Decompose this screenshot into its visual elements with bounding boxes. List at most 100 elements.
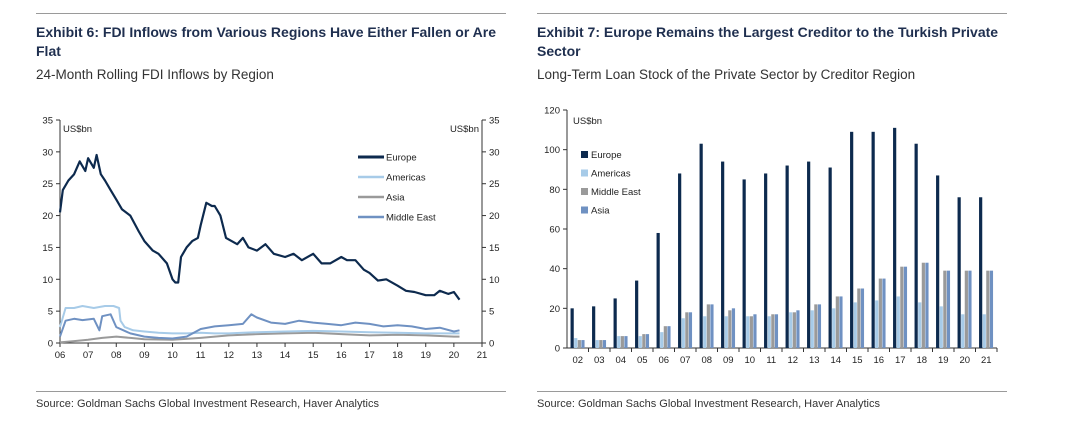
exhibit-6-subtitle: 24-Month Rolling FDI Inflows by Region [36,67,274,82]
bar-europe-19 [936,175,940,348]
bar-americas-12 [789,312,793,348]
legend-label: Europe [386,153,417,164]
bar-asia-15 [860,288,865,348]
x-tick-label: 21 [981,355,992,366]
legend-label: Asia [386,193,405,204]
legend-label: Middle East [591,187,641,198]
bar-europe-18 [914,143,918,348]
series-line-middle-east [59,313,460,340]
bar-americas-06 [660,332,664,348]
bar-europe-12 [785,165,789,348]
bar-europe-06 [656,232,660,348]
unit-label-right: US$bn [450,124,479,135]
x-tick-label: 04 [615,355,626,366]
x-tick-label: 20 [959,355,970,366]
bar-middle-east-12 [792,312,796,348]
bar-europe-02 [570,308,574,348]
bar-asia-12 [796,310,800,348]
unit-label-left: US$bn [63,124,92,135]
bar-middle-east-14 [835,296,839,348]
unit-label: US$bn [573,116,602,127]
bar-asia-04 [624,336,628,348]
y-tick-label-left: 10 [42,275,53,286]
bar-americas-15 [853,302,857,348]
legend-swatch [581,151,588,158]
bar-asia-10 [753,314,757,348]
x-tick-label: 16 [336,350,347,361]
bar-asia-21 [989,270,994,348]
bar-americas-08 [703,316,707,348]
bar-asia-13 [817,304,822,348]
legend-label: Asia [591,206,610,217]
loan-stock-bar-chart: 0 20 40 60 80 100 120 US$bn 02 03 04 05 06 07 08 09 10 11… [544,106,998,366]
exhibit-6-title: Exhibit 6: FDI Inflows from Various Regi… [36,24,497,59]
x-tick-label: 08 [111,350,122,361]
exhibit-6-panel: Exhibit 6: FDI Inflows from Various Regi… [36,0,506,424]
x-tick-label: 13 [252,350,263,361]
bar-asia-02 [581,340,585,348]
y-tick-label-left: 20 [42,211,53,222]
bar-americas-17 [896,296,900,348]
x-tick-label: 06 [55,350,66,361]
y-tick-label: 120 [544,106,560,117]
bar-asia-14 [839,296,843,348]
bottom-rule [36,391,506,392]
y-tick-label-left: 0 [48,339,53,350]
bar-asia-20 [968,270,972,348]
bar-europe-09 [721,161,725,348]
x-tick-label: 07 [680,355,691,366]
x-tick-label: 12 [787,355,798,366]
bar-europe-20 [957,197,961,348]
bar-asia-09 [731,308,736,348]
bar-europe-10 [742,179,746,348]
y-tick-label: 80 [549,185,560,196]
x-tick-label: 18 [916,355,927,366]
bar-americas-10 [746,316,750,348]
x-tick-label: 11 [766,355,776,366]
bar-asia-19 [946,270,951,348]
bar-asia-07 [688,312,693,348]
x-tick-label: 17 [895,355,906,366]
bar-middle-east-02 [577,340,581,348]
bar-asia-06 [667,326,671,348]
bar-americas-07 [681,318,685,348]
bar-europe-11 [764,173,768,348]
bar-americas-05 [638,336,642,348]
legend-label: Americas [386,173,426,184]
bar-europe-05 [635,280,639,348]
x-tick-label: 05 [637,355,648,366]
legend-label: Americas [591,169,631,180]
bar-middle-east-03 [599,340,603,348]
y-tick-label-right: 10 [489,275,500,286]
exhibit-7-source: Source: Goldman Sachs Global Investment … [537,398,880,410]
x-tick-label: 16 [873,355,884,366]
y-tick-label: 60 [549,225,560,236]
series-line-americas [59,305,460,335]
y-tick-label: 100 [544,145,560,156]
y-tick-label-left: 30 [42,147,53,158]
bar-europe-03 [592,306,596,348]
bar-americas-13 [810,310,814,348]
y-tick-label-right: 5 [489,307,494,318]
bar-middle-east-21 [986,270,990,348]
bar-europe-17 [893,127,897,348]
bar-europe-07 [678,173,682,348]
y-tick-label-right: 15 [489,243,500,254]
x-tick-label: 02 [572,355,583,366]
exhibit-7-subtitle: Long-Term Loan Stock of the Private Sect… [537,67,916,82]
series-line-europe [58,153,461,301]
bar-asia-16 [882,278,886,348]
bar-middle-east-09 [728,310,732,348]
y-tick-label-left: 35 [42,116,53,127]
bar-americas-14 [832,308,836,348]
bar-middle-east-10 [749,316,753,348]
bar-asia-05 [645,334,650,348]
x-tick-label: 12 [224,350,235,361]
x-tick-label: 14 [280,350,291,361]
bar-americas-21 [982,314,986,348]
y-tick-label-left: 5 [48,307,53,318]
bar-americas-19 [939,306,943,348]
x-tick-label: 20 [449,350,460,361]
bar-asia-17 [903,266,908,348]
bar-middle-east-13 [814,304,818,348]
